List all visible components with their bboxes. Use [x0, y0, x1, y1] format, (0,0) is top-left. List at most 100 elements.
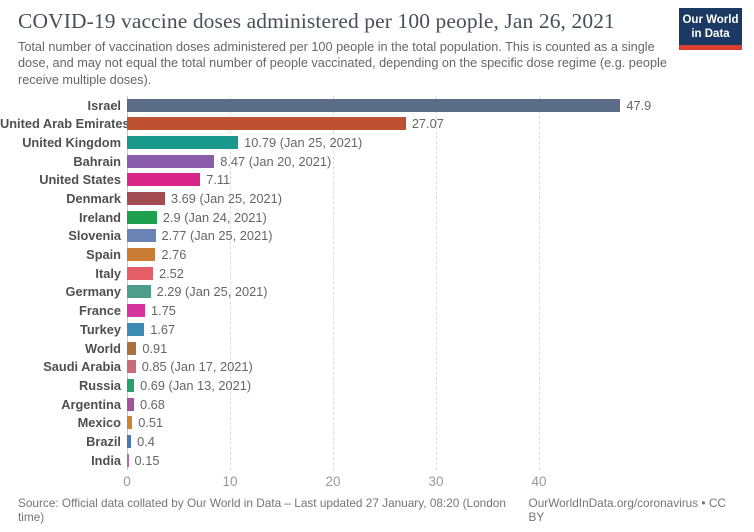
category-label: France	[79, 303, 121, 319]
chart-row: Russia 0.69 (Jan 13, 2021)	[0, 376, 754, 395]
x-tick-label: 40	[531, 473, 547, 489]
value-label: 2.76	[161, 247, 187, 263]
category-label: Spain	[86, 247, 121, 263]
value-label: 0.69 (Jan 13, 2021)	[140, 377, 252, 393]
chart-row: Israel 47.9	[0, 96, 754, 115]
chart-row: World 0.91	[0, 339, 754, 358]
value-label: 0.68	[140, 396, 165, 412]
value-label: 1.75	[151, 303, 176, 319]
value-label: 1.67	[150, 321, 176, 337]
bar[interactable]	[127, 378, 135, 392]
category-label: Argentina	[61, 396, 121, 412]
chart-subtitle: Total number of vaccination doses admini…	[18, 40, 667, 87]
bar[interactable]	[127, 135, 239, 149]
bar[interactable]	[127, 154, 215, 168]
bar[interactable]	[127, 304, 146, 318]
bar[interactable]	[127, 360, 136, 374]
chart-title: COVID-19 vaccine doses administered per …	[18, 9, 615, 33]
gridline	[539, 95, 540, 470]
value-label: 0.85 (Jan 17, 2021)	[141, 359, 253, 375]
bar[interactable]	[127, 341, 137, 355]
bar[interactable]	[127, 397, 134, 411]
bar[interactable]	[127, 266, 153, 280]
chart-row: Spain 2.76	[0, 245, 754, 264]
category-label: United Arab Emirates	[0, 116, 130, 132]
x-tick-label: 30	[428, 473, 444, 489]
chart-row: Bahrain 8.47 (Jan 20, 2021)	[0, 152, 754, 171]
bar[interactable]	[127, 173, 201, 187]
chart-row: Slovenia 2.77 (Jan 25, 2021)	[0, 227, 754, 246]
bar[interactable]	[127, 416, 133, 430]
chart-footer: Source: Official data collated by Our Wo…	[18, 496, 742, 524]
bar[interactable]	[127, 248, 156, 262]
category-label: Saudi Arabia	[43, 359, 121, 375]
bar[interactable]	[127, 98, 621, 112]
value-label: 0.51	[138, 415, 164, 431]
plot-area: Israel 47.9 United Arab Emirates 27.07 Unite…	[0, 95, 754, 470]
gridline	[230, 95, 231, 470]
bar[interactable]	[127, 322, 145, 336]
owid-logo-line1: Our World	[682, 14, 739, 26]
owid-link[interactable]: OurWorldInData.org/coronavirus • CC BY	[528, 496, 726, 524]
owid-logo[interactable]: Our World in Data	[679, 8, 742, 51]
chart-row: Turkey 1.67	[0, 320, 754, 339]
value-label: 0.4	[137, 433, 155, 449]
x-tick-label: 10	[222, 473, 238, 489]
value-label: 0.15	[134, 452, 160, 468]
value-label: 2.52	[158, 265, 184, 281]
category-label: Ireland	[79, 209, 121, 225]
category-label: Brazil	[86, 433, 121, 449]
chart-row: Argentina 0.68	[0, 395, 754, 414]
gridline	[436, 95, 437, 470]
category-label: Germany	[65, 284, 121, 300]
category-label: United Kingdom	[22, 134, 121, 150]
value-label: 47.9	[626, 97, 652, 113]
value-label: 8.47 (Jan 20, 2021)	[220, 153, 332, 169]
axis-zero-line	[127, 95, 128, 470]
gridline	[333, 95, 334, 470]
bar[interactable]	[127, 117, 406, 131]
chart-rows: Israel 47.9 United Arab Emirates 27.07 Unite…	[0, 96, 754, 470]
value-label: 27.07	[411, 116, 444, 132]
chart-row: Brazil 0.4	[0, 432, 754, 451]
bar[interactable]	[127, 453, 129, 467]
bar[interactable]	[127, 434, 132, 448]
source-note: Source: Official data collated by Our Wo…	[18, 496, 506, 524]
chart-header: COVID-19 vaccine doses administered per …	[0, 0, 754, 88]
category-label: Italy	[95, 265, 121, 281]
chart-row: Ireland 2.9 (Jan 24, 2021)	[0, 208, 754, 227]
category-label: United States	[39, 172, 121, 188]
bar[interactable]	[127, 192, 165, 206]
category-label: India	[91, 452, 121, 468]
bar[interactable]	[127, 229, 156, 243]
chart-row: United States 7.11	[0, 171, 754, 190]
value-label: 2.9 (Jan 24, 2021)	[162, 209, 267, 225]
value-label: 7.11	[206, 172, 231, 188]
category-label: Russia	[79, 377, 121, 393]
bar[interactable]	[127, 210, 157, 224]
owid-logo-accent-bar	[679, 45, 742, 51]
x-tick-label: 20	[325, 473, 341, 489]
chart-row: Italy 2.52	[0, 264, 754, 283]
chart-row: France 1.75	[0, 301, 754, 320]
category-label: Turkey	[79, 321, 121, 337]
owid-logo-line2: in Data	[691, 28, 730, 41]
category-label: World	[84, 340, 121, 356]
x-axis: 0 10 20 30 40	[0, 470, 754, 494]
chart-row: Mexico 0.51	[0, 413, 754, 432]
chart-row: United Kingdom 10.79 (Jan 25, 2021)	[0, 133, 754, 152]
category-label: Slovenia	[68, 228, 121, 244]
category-label: Denmark	[66, 191, 121, 207]
chart-row: Saudi Arabia 0.85 (Jan 17, 2021)	[0, 357, 754, 376]
x-tick-label: 0	[123, 473, 131, 489]
bar[interactable]	[127, 285, 151, 299]
chart-row: Denmark 3.69 (Jan 25, 2021)	[0, 189, 754, 208]
category-label: Bahrain	[73, 153, 121, 169]
chart-row: India 0.15	[0, 451, 754, 470]
value-label: 0.91	[142, 340, 168, 356]
value-label: 3.69 (Jan 25, 2021)	[171, 191, 282, 207]
category-label: Israel	[87, 97, 121, 113]
chart-row: United Arab Emirates 27.07	[0, 114, 754, 133]
value-label: 2.29 (Jan 25, 2021)	[156, 284, 268, 300]
chart-row: Germany 2.29 (Jan 25, 2021)	[0, 283, 754, 302]
